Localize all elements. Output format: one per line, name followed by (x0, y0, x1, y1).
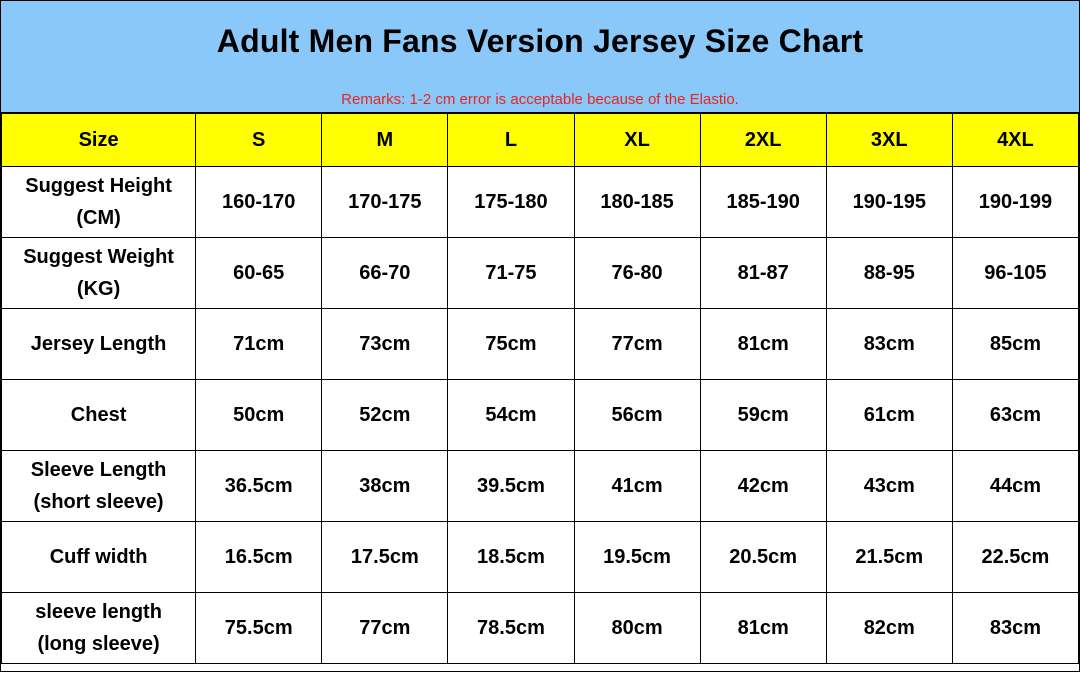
size-value-cell: 22.5cm (951, 521, 1080, 593)
row-label: Chest (0, 379, 197, 451)
row-label-line: (long sleeve) (37, 633, 160, 655)
size-value-cell: 77cm (573, 308, 701, 380)
table-row: Suggest Weight (KG) 60-65 66-70 71-75 76-80 81… (0, 237, 1080, 309)
size-value-cell: 71-75 (447, 237, 575, 309)
size-value-cell: 170-175 (321, 166, 449, 238)
size-value-cell: 56cm (573, 379, 701, 451)
table-body: Suggest Height (CM) 160-170 170-175 175-180 1… (0, 166, 1080, 664)
row-label-line: Suggest Height (25, 175, 172, 197)
size-value-cell: 42cm (699, 450, 827, 522)
row-label-line: Jersey Length (30, 333, 167, 355)
size-value-cell: 71cm (195, 308, 323, 380)
row-label-line: Suggest Weight (23, 246, 174, 268)
row-label-line: sleeve length (35, 601, 162, 623)
row-label-line: (short sleeve) (33, 491, 164, 513)
size-value-cell: 61cm (825, 379, 953, 451)
size-value-cell: 88-95 (825, 237, 953, 309)
size-table: Size S M L XL 2XL 3XL 4XL Suggest Height… (0, 113, 1080, 664)
size-value-cell: 41cm (573, 450, 701, 522)
chart-title: Adult Men Fans Version Jersey Size Chart (216, 23, 864, 59)
size-value-cell: 44cm (951, 450, 1080, 522)
row-label-line: Cuff width (49, 546, 148, 568)
table-row: Cuff width 16.5cm 17.5cm 18.5cm 19.5cm 20.5cm… (0, 521, 1080, 593)
size-value-cell: 52cm (321, 379, 449, 451)
size-value-cell: 81cm (699, 308, 827, 380)
size-value-cell: 19.5cm (573, 521, 701, 593)
row-label: Suggest Height (CM) (0, 166, 197, 238)
size-column-header: 3XL (825, 113, 953, 167)
size-value-cell: 54cm (447, 379, 575, 451)
size-column-header: 2XL (699, 113, 827, 167)
table-row: sleeve length (long sleeve) 75.5cm 77cm 78.5… (0, 592, 1080, 664)
size-value-cell: 80cm (573, 592, 701, 664)
row-label-line: (CM) (76, 207, 121, 229)
size-value-cell: 17.5cm (321, 521, 449, 593)
row-label-line: (KG) (76, 278, 121, 300)
row-label-line: Chest (70, 404, 127, 426)
size-value-cell: 59cm (699, 379, 827, 451)
size-value-cell: 85cm (951, 308, 1080, 380)
size-value-cell: 81-87 (699, 237, 827, 309)
row-label-line: Sleeve Length (30, 459, 167, 481)
size-value-cell: 43cm (825, 450, 953, 522)
size-value-cell: 77cm (321, 592, 449, 664)
size-value-cell: 96-105 (951, 237, 1080, 309)
row-label: Jersey Length (0, 308, 197, 380)
table-row: Sleeve Length (short sleeve) 36.5cm 38cm 39.… (0, 450, 1080, 522)
size-value-cell: 21.5cm (825, 521, 953, 593)
table-row: Chest 50cm 52cm 54cm 56cm 59cm 61cm 63cm (0, 379, 1080, 451)
table-row: Jersey Length 71cm 73cm 75cm 77cm 81cm 83cm 85c… (0, 308, 1080, 380)
size-value-cell: 75cm (447, 308, 575, 380)
size-value-cell: 175-180 (447, 166, 575, 238)
size-value-cell: 39.5cm (447, 450, 575, 522)
size-value-cell: 78.5cm (447, 592, 575, 664)
size-value-cell: 180-185 (573, 166, 701, 238)
size-value-cell: 36.5cm (195, 450, 323, 522)
size-value-cell: 20.5cm (699, 521, 827, 593)
row-label: Sleeve Length (short sleeve) (0, 450, 197, 522)
size-value-cell: 160-170 (195, 166, 323, 238)
size-column-header: 4XL (951, 113, 1080, 167)
size-value-cell: 190-195 (825, 166, 953, 238)
remark-text: Remarks: 1-2 cm error is acceptable beca… (341, 91, 739, 108)
size-value-cell: 18.5cm (447, 521, 575, 593)
table-row: Suggest Height (CM) 160-170 170-175 175-180 1… (0, 166, 1080, 238)
size-value-cell: 190-199 (951, 166, 1080, 238)
size-column-header: L (447, 113, 575, 167)
size-value-cell: 185-190 (699, 166, 827, 238)
size-value-cell: 50cm (195, 379, 323, 451)
size-column-header: S (195, 113, 323, 167)
size-header-row: Size S M L XL 2XL 3XL 4XL (0, 113, 1080, 167)
size-value-cell: 66-70 (321, 237, 449, 309)
chart-header: Adult Men Fans Version Jersey Size Chart… (1, 1, 1079, 113)
size-value-cell: 73cm (321, 308, 449, 380)
size-value-cell: 63cm (951, 379, 1080, 451)
row-label: sleeve length (long sleeve) (0, 592, 197, 664)
size-value-cell: 81cm (699, 592, 827, 664)
size-column-header: XL (573, 113, 701, 167)
size-value-cell: 83cm (951, 592, 1080, 664)
size-value-cell: 83cm (825, 308, 953, 380)
size-value-cell: 38cm (321, 450, 449, 522)
size-value-cell: 16.5cm (195, 521, 323, 593)
row-label: Suggest Weight (KG) (0, 237, 197, 309)
size-value-cell: 82cm (825, 592, 953, 664)
row-label: Cuff width (0, 521, 197, 593)
size-value-cell: 60-65 (195, 237, 323, 309)
size-value-cell: 75.5cm (195, 592, 323, 664)
size-column-header: M (321, 113, 449, 167)
size-column-header: Size (0, 113, 197, 167)
size-value-cell: 76-80 (573, 237, 701, 309)
